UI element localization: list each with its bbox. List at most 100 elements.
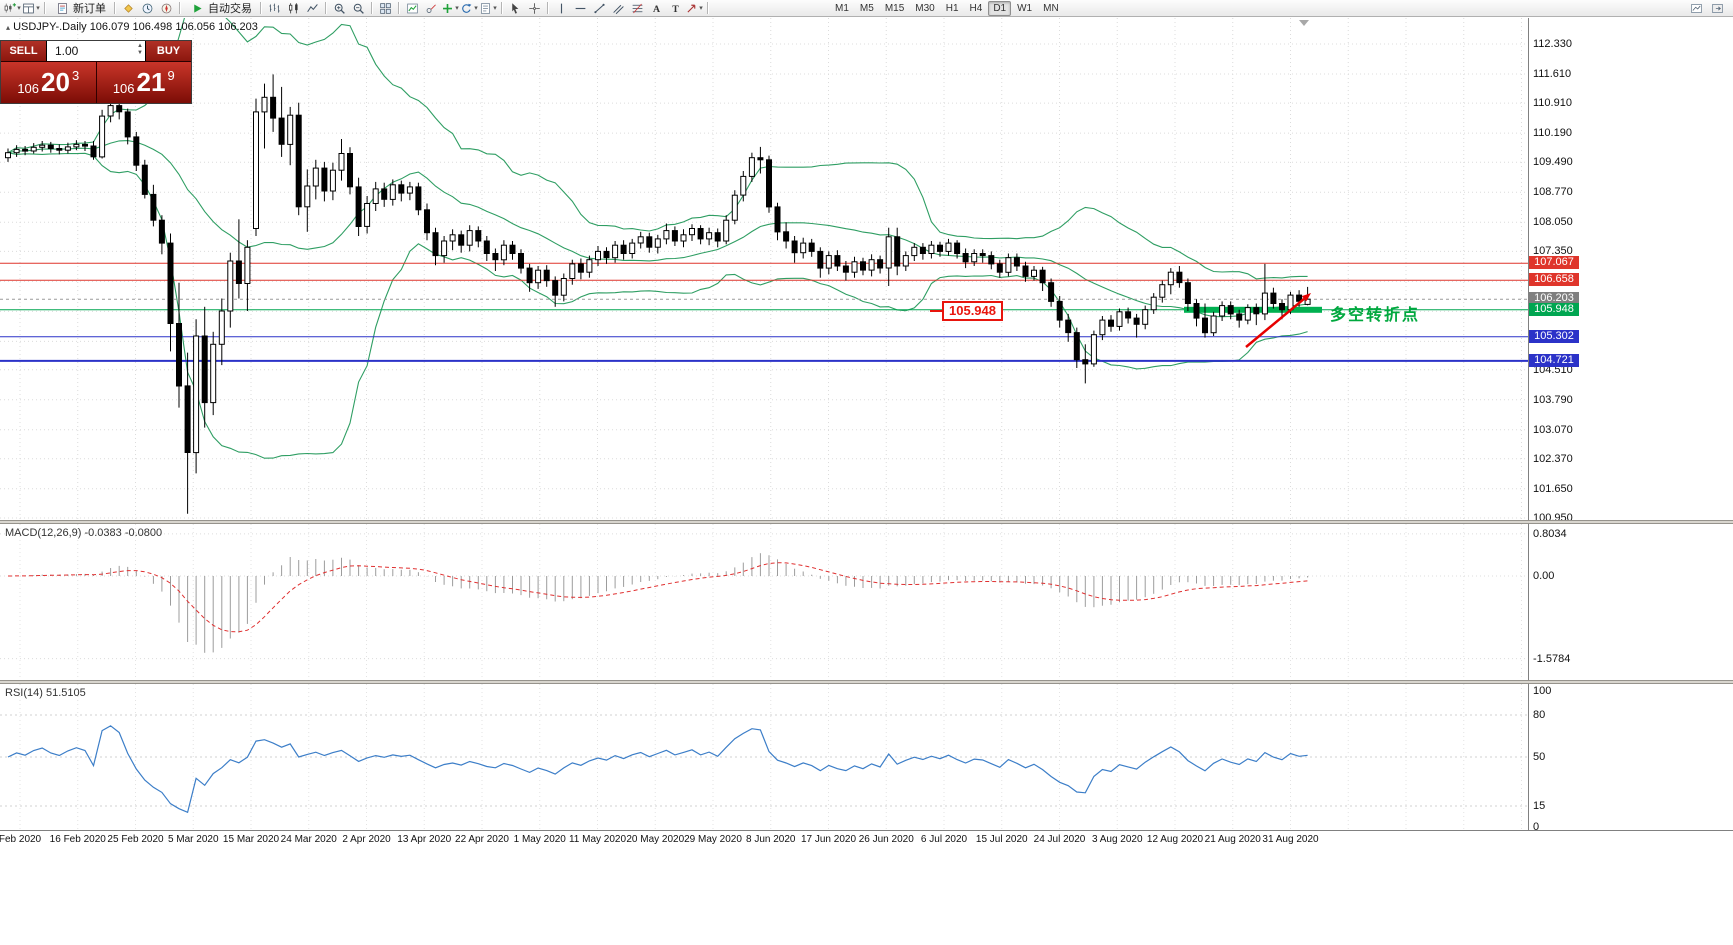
- volume-stepper[interactable]: 1.00 ▲ ▼: [46, 41, 146, 61]
- new-order-button[interactable]: 新订单: [49, 1, 110, 16]
- volume-down-icon[interactable]: ▼: [137, 50, 143, 56]
- macd-histogram: [16, 553, 1309, 653]
- timeframe-m15-button[interactable]: M15: [884, 2, 905, 14]
- volume-value: 1.00: [55, 44, 79, 58]
- buy-price-sup: 9: [167, 68, 175, 83]
- price-badge: 105.948: [1529, 302, 1579, 316]
- tile-windows-button[interactable]: [376, 1, 394, 16]
- timeframe-h4-button[interactable]: H4: [969, 2, 983, 14]
- chevron-down-icon: ▾: [474, 5, 478, 12]
- date-axis-label: 13 Apr 2020: [397, 834, 452, 845]
- one-click-trading-panel: SELL 1.00 ▲ ▼ BUY 106 20 3 106 21 9: [0, 40, 192, 104]
- price-axis-label: 110.910: [1533, 97, 1572, 110]
- panel-splitter[interactable]: [0, 680, 1733, 684]
- price-axis-label: 103.790: [1533, 393, 1573, 406]
- trend-arrow-line: [1245, 297, 1305, 348]
- panel-toggle-icon[interactable]: [1708, 1, 1726, 16]
- date-axis-label: 1 May 2020: [513, 834, 566, 845]
- market-watch-button[interactable]: [138, 1, 156, 16]
- line-chart-button[interactable]: [303, 1, 321, 16]
- vertical-line-button[interactable]: [552, 1, 570, 16]
- price-axis-label: 110.190: [1533, 127, 1572, 140]
- new-chart-button[interactable]: ▾: [3, 1, 21, 16]
- buy-button[interactable]: BUY: [146, 41, 191, 61]
- sell-price-button[interactable]: 106 20 3: [1, 62, 97, 103]
- timeframe-w1-button[interactable]: W1: [1017, 2, 1033, 14]
- navigator-button[interactable]: [157, 1, 175, 16]
- cursor-button[interactable]: [506, 1, 524, 16]
- price-badge: 107.067: [1529, 256, 1579, 270]
- toolbar-separator: [707, 2, 708, 14]
- timeframe-mn-button[interactable]: MN: [1043, 2, 1059, 14]
- date-axis-label: 26 Jun 2020: [858, 834, 914, 845]
- date-axis-label: 11 May 2020: [568, 834, 627, 845]
- buy-price-button[interactable]: 106 21 9: [96, 62, 191, 103]
- date-axis-label: 29 May 2020: [684, 834, 742, 845]
- rsi-label: RSI(14) 51.5105: [5, 687, 86, 699]
- svg-text:A: A: [652, 3, 659, 14]
- date-axis-label: 15 Mar 2020: [222, 834, 280, 845]
- channel-button[interactable]: [609, 1, 627, 16]
- toolbar-separator: [371, 2, 372, 14]
- symbol-ohlc-text: USDJPY-.Daily 106.079 106.498 106.056 10…: [13, 21, 258, 33]
- indicators-button[interactable]: [403, 1, 421, 16]
- objects-button[interactable]: [422, 1, 440, 16]
- chart-profiles-button[interactable]: ▾: [22, 1, 40, 16]
- symbol-header: ▴ USDJPY-.Daily 106.079 106.498 106.056 …: [6, 21, 258, 33]
- main-toolbar: ▾ ▾ 新订单 自动交易 ▾ ▾ ▾ A T ▾ M1 M5 M15 M30 H1 H4 D1 W1 MN: [0, 0, 1733, 17]
- sell-price-big: 20: [41, 67, 70, 97]
- date-axis-label: 31 Aug 2020: [1262, 834, 1319, 845]
- auto-trading-button[interactable]: 自动交易: [184, 1, 256, 16]
- price-axis-label: 109.490: [1533, 156, 1573, 169]
- horizontal-line-button[interactable]: [571, 1, 589, 16]
- rsi-indicator-canvas[interactable]: [0, 684, 1528, 830]
- main-chart-canvas[interactable]: [0, 18, 1528, 520]
- label-button[interactable]: T: [666, 1, 684, 16]
- date-axis-label: 17 Jun 2020: [800, 834, 857, 845]
- date-axis-label: 5 Mar 2020: [167, 834, 219, 845]
- chart-window-icon[interactable]: [1687, 1, 1705, 16]
- symbol-marker-icon: ▴: [6, 23, 11, 32]
- fibonacci-button[interactable]: [628, 1, 646, 16]
- toolbar-separator: [547, 2, 548, 14]
- add-indicator-button[interactable]: ▾: [441, 1, 459, 16]
- trendline-button[interactable]: [590, 1, 608, 16]
- bollinger-band-line: [7, 18, 1308, 280]
- periods-button[interactable]: ▾: [460, 1, 478, 16]
- zoom-in-button[interactable]: [330, 1, 348, 16]
- date-axis-label: 3 Aug 2020: [1091, 834, 1143, 845]
- timeframe-m5-button[interactable]: M5: [859, 2, 874, 14]
- price-axis-label: 108.770: [1533, 186, 1573, 199]
- metaeditor-button[interactable]: [119, 1, 137, 16]
- price-axis-label: 107.350: [1533, 245, 1573, 258]
- macd-axis-label: 0.8034: [1533, 527, 1567, 540]
- date-axis-label: 2 Apr 2020: [342, 834, 391, 845]
- timeframe-m1-button[interactable]: M1: [835, 2, 849, 14]
- support-price-flag[interactable]: 105.948: [942, 301, 1003, 321]
- panel-splitter[interactable]: [0, 520, 1733, 524]
- templates-button[interactable]: ▾: [479, 1, 497, 16]
- macd-indicator-canvas[interactable]: [0, 524, 1528, 680]
- bar-chart-button[interactable]: [265, 1, 283, 16]
- arrows-button[interactable]: ▾: [685, 1, 703, 16]
- text-button[interactable]: A: [647, 1, 665, 16]
- date-axis-label: 20 May 2020: [626, 834, 685, 845]
- toolbar-separator: [398, 2, 399, 14]
- sell-button[interactable]: SELL: [1, 41, 46, 61]
- chevron-down-icon: ▾: [455, 5, 459, 12]
- timeframe-m30-button[interactable]: M30: [915, 2, 935, 14]
- volume-up-icon[interactable]: ▲: [137, 43, 143, 49]
- timeframe-d1-button[interactable]: D1: [988, 0, 1012, 16]
- crosshair-button[interactable]: [525, 1, 543, 16]
- timeframe-h1-button[interactable]: H1: [945, 2, 959, 14]
- date-axis-label: 24 Mar 2020: [280, 834, 337, 845]
- toolbar-separator: [44, 2, 45, 14]
- rsi-axis-label: 15: [1533, 800, 1546, 812]
- zoom-out-button[interactable]: [349, 1, 367, 16]
- toolbar-separator: [179, 2, 180, 14]
- candlestick-chart-button[interactable]: [284, 1, 302, 16]
- date-axis-label: 22 Apr 2020: [455, 834, 509, 845]
- price-badge: 105.302: [1529, 329, 1579, 343]
- price-axis-label: 112.330: [1533, 38, 1572, 50]
- buy-price-big: 21: [136, 67, 166, 97]
